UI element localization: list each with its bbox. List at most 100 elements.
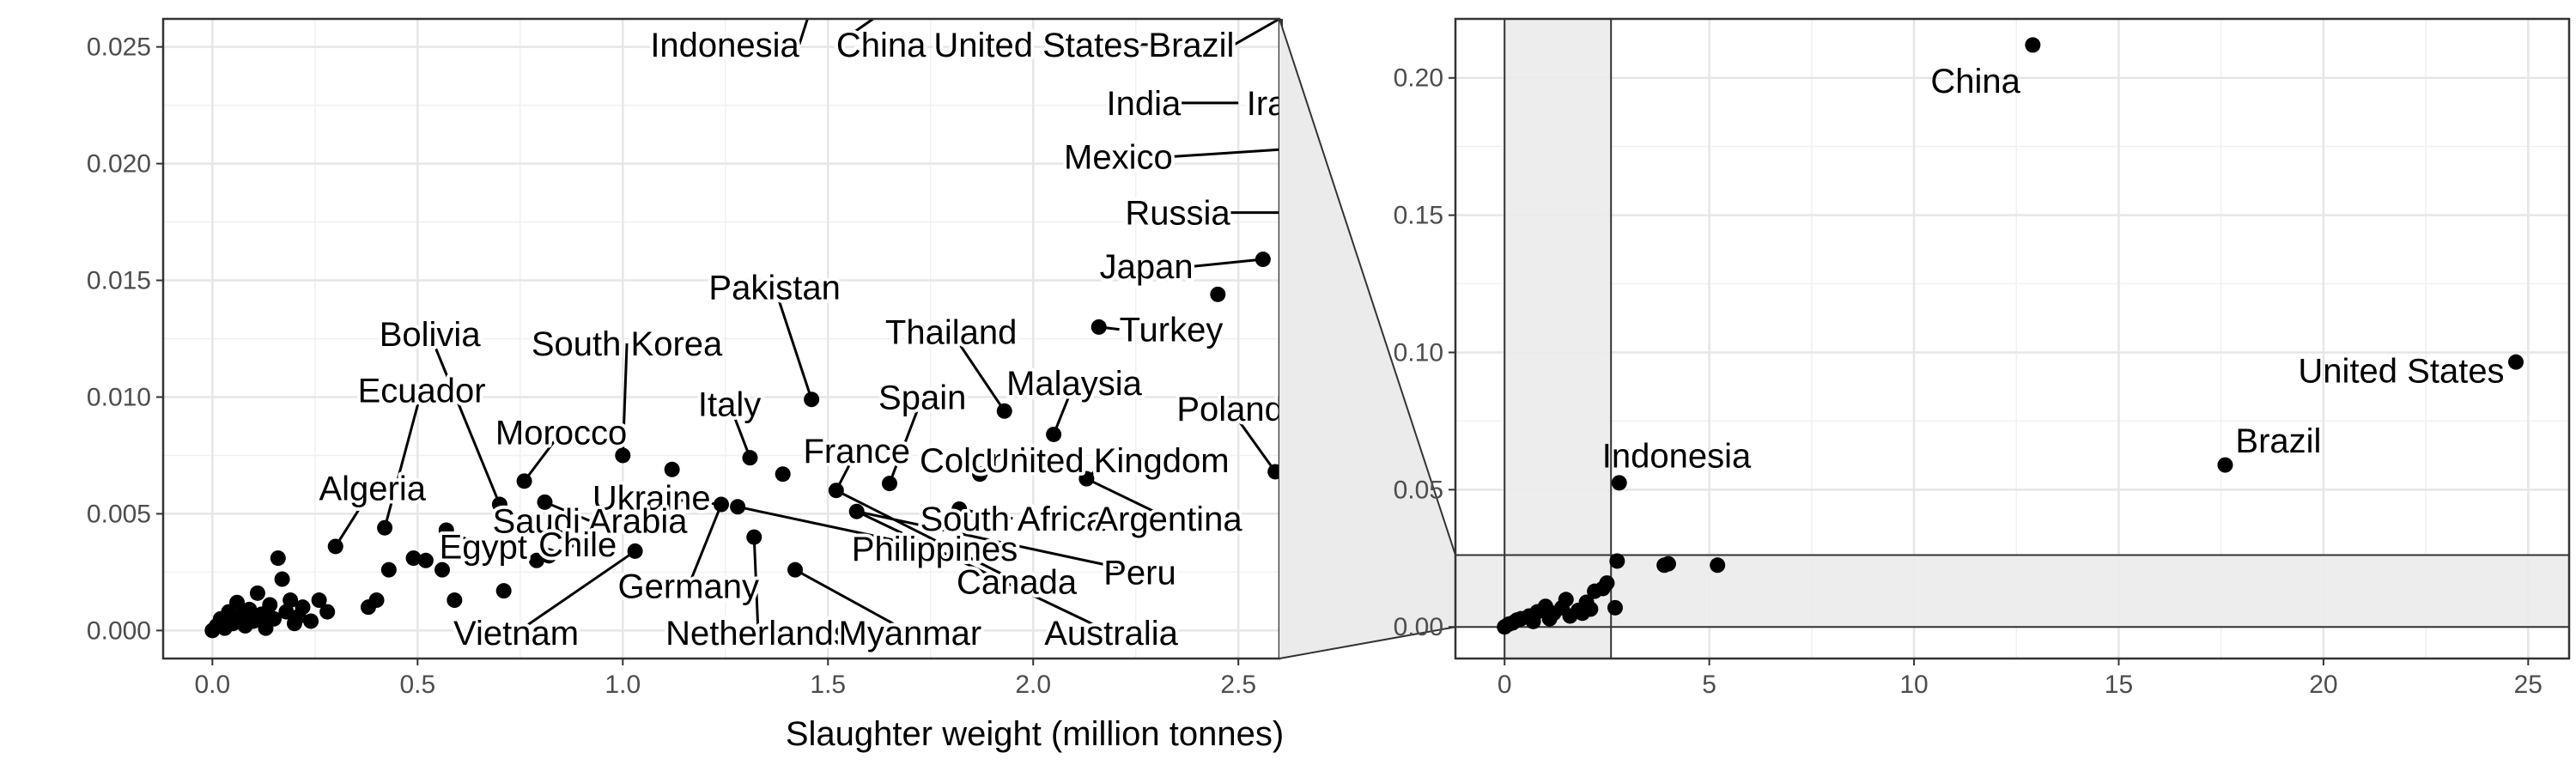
full-panel-border xyxy=(1454,17,2571,660)
zoom-connector-fill xyxy=(1279,19,1455,659)
label-leader-line xyxy=(752,537,760,634)
label-leader-line xyxy=(383,389,423,529)
data-point xyxy=(2025,37,2041,53)
y-tick-label: 0.10 xyxy=(1394,338,1443,367)
x-tick-label: 10 xyxy=(1899,671,1928,699)
data-point xyxy=(2508,354,2524,370)
data-point xyxy=(417,552,434,568)
label-leader-line xyxy=(794,568,911,634)
x-tick-label: 0 xyxy=(1498,671,1512,699)
zoom-panel: 0.0 0.5 1.0 1.5 2.0 2.5 0.000 0.005 0.010 0.015 0.… xyxy=(87,17,1309,699)
data-point xyxy=(438,522,454,538)
country-label: United Kingdom xyxy=(985,442,1230,480)
country-label: Philippines xyxy=(852,531,1018,568)
data-point xyxy=(311,592,327,609)
data-point xyxy=(368,592,385,609)
data-point xyxy=(278,604,295,620)
data-point xyxy=(951,501,968,517)
y-tick-label: 0.025 xyxy=(87,33,151,62)
data-point xyxy=(714,496,729,513)
country-label: Spain xyxy=(878,379,966,416)
y-tick-label: 0.000 xyxy=(87,616,151,645)
data-point xyxy=(881,476,897,492)
label-leader-line xyxy=(1085,477,1170,520)
y-tick-label: 0.010 xyxy=(87,383,151,411)
data-point xyxy=(848,503,865,519)
label-leader-line xyxy=(958,507,1013,520)
country-label: Germany xyxy=(618,568,760,606)
data-point xyxy=(537,494,553,510)
data-point xyxy=(1255,252,1271,268)
country-label: Brazil xyxy=(2235,422,2321,460)
data-point xyxy=(541,548,557,564)
country-label: Canada xyxy=(957,563,1078,601)
data-point xyxy=(249,585,265,601)
data-point xyxy=(274,571,290,587)
country-label: Indonesia xyxy=(650,27,799,64)
country-label: Netherlands xyxy=(665,615,851,653)
zoom-connector-lines xyxy=(1279,18,1456,659)
data-point xyxy=(270,550,286,567)
y-tick-label: 0.20 xyxy=(1394,64,1443,93)
country-label: Russia xyxy=(1125,195,1230,233)
country-label: United States xyxy=(2298,352,2504,390)
data-point xyxy=(1541,610,1558,627)
label-leader-line xyxy=(651,495,722,507)
data-point xyxy=(775,466,791,483)
x-tick-label: 5 xyxy=(1702,671,1716,699)
data-point xyxy=(380,562,397,578)
data-point xyxy=(730,499,746,515)
data-point xyxy=(491,496,507,513)
country-label: India xyxy=(1107,85,1182,123)
data-point xyxy=(303,613,319,629)
label-leader-line xyxy=(888,396,924,484)
label-leader-line xyxy=(1246,96,1280,105)
data-point xyxy=(495,583,512,599)
data-point xyxy=(295,599,311,616)
label-leader-line xyxy=(1233,17,1280,46)
label-leader-line xyxy=(737,505,935,550)
label-leader-line xyxy=(798,18,809,46)
country-label: Vietnam xyxy=(453,615,579,653)
country-label: Saudi Arabia xyxy=(493,503,689,541)
x-tick-label: 2.5 xyxy=(1220,671,1256,699)
data-point xyxy=(1609,553,1625,569)
country-label: Turkey xyxy=(1120,312,1224,349)
country-label: Ecuador xyxy=(358,372,486,410)
data-point xyxy=(627,543,643,559)
x-tick-label: 0.5 xyxy=(399,671,435,699)
country-label: China xyxy=(836,27,927,64)
data-point xyxy=(283,592,299,609)
label-leader-line xyxy=(835,489,1018,583)
country-label: Egypt xyxy=(440,528,527,566)
country-label: Argentina xyxy=(1095,501,1242,538)
data-point xyxy=(528,552,544,568)
country-label: Thailand xyxy=(885,313,1017,351)
x-tick-label: 15 xyxy=(2105,671,2133,699)
country-label: Mexico xyxy=(1064,138,1173,176)
y-tick-label: 0.015 xyxy=(87,267,151,295)
data-point xyxy=(262,597,278,613)
data-point xyxy=(229,594,246,610)
x-tick-label: 0.0 xyxy=(194,671,230,699)
country-label: Chile xyxy=(538,526,617,564)
zoom-band-vertical xyxy=(1504,19,1612,659)
data-point xyxy=(746,529,762,545)
country-label: Indonesia xyxy=(1602,437,1752,475)
label-leader-line xyxy=(856,510,1112,634)
data-point xyxy=(1607,599,1623,616)
country-label: Pakistan xyxy=(708,270,840,307)
x-tick-label: 2.0 xyxy=(1015,671,1051,699)
data-point xyxy=(2217,457,2233,473)
data-point xyxy=(1525,613,1541,629)
data-point xyxy=(1497,619,1513,635)
x-tick-label: 1.0 xyxy=(605,671,641,699)
data-point xyxy=(1611,475,1627,491)
data-point xyxy=(1091,319,1107,335)
country-label: Poland xyxy=(1176,391,1284,428)
data-point xyxy=(327,538,343,555)
label-leader-line xyxy=(687,503,723,587)
country-label: Peru xyxy=(1103,554,1176,592)
y-tick-label: 0.15 xyxy=(1394,202,1443,230)
